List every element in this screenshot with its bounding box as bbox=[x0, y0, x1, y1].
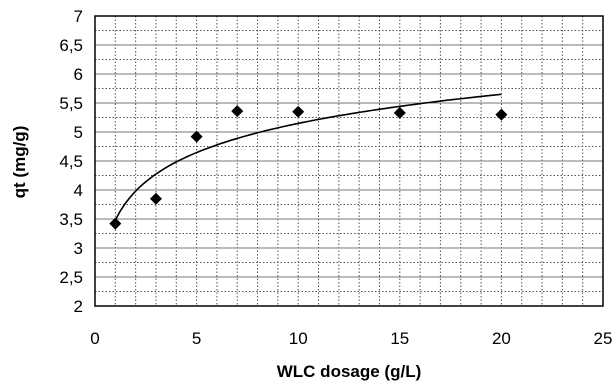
y-tick-label: 5 bbox=[74, 123, 83, 142]
data-point bbox=[109, 217, 122, 230]
y-tick-label: 3 bbox=[74, 239, 83, 258]
y-tick-label: 2 bbox=[74, 297, 83, 316]
data-point bbox=[495, 108, 508, 121]
x-tick-label: 15 bbox=[390, 329, 409, 348]
y-tick-label: 6 bbox=[74, 65, 83, 84]
data-points bbox=[109, 105, 508, 230]
x-tick-label: 20 bbox=[492, 329, 511, 348]
x-tick-label: 0 bbox=[90, 329, 99, 348]
data-point bbox=[393, 106, 406, 119]
y-axis-title: qt (mg/g) bbox=[10, 126, 29, 199]
y-tick-label: 4,5 bbox=[59, 152, 83, 171]
y-tick-label: 4 bbox=[74, 181, 83, 200]
x-tick-label: 5 bbox=[192, 329, 201, 348]
data-point bbox=[231, 105, 244, 118]
y-axis-ticks: 2 2,5 3 3,5 4 4,5 5 5,5 6 6,5 7 bbox=[59, 7, 83, 316]
grid bbox=[95, 16, 603, 306]
y-tick-label: 5,5 bbox=[59, 94, 83, 113]
trendline bbox=[114, 93, 502, 221]
y-tick-label: 7 bbox=[74, 7, 83, 26]
x-tick-label: 10 bbox=[289, 329, 308, 348]
y-tick-label: 2,5 bbox=[59, 268, 83, 287]
x-axis-ticks: 0 5 10 15 20 25 bbox=[90, 329, 612, 348]
y-tick-label: 6,5 bbox=[59, 36, 83, 55]
y-tick-label: 3,5 bbox=[59, 210, 83, 229]
x-axis-title: WLC dosage (g/L) bbox=[277, 362, 421, 381]
plot-area-border bbox=[94, 15, 604, 307]
data-point bbox=[190, 130, 203, 143]
x-tick-label: 25 bbox=[594, 329, 613, 348]
data-point bbox=[292, 105, 305, 118]
data-point bbox=[149, 192, 162, 205]
